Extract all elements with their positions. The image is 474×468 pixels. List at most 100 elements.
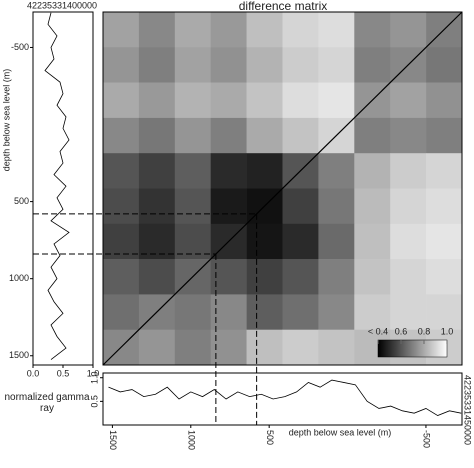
matrix-cell	[103, 47, 140, 83]
matrix-cell	[318, 153, 355, 189]
y-tick-label: 1500	[9, 350, 29, 360]
matrix-cell	[138, 117, 176, 154]
y-tick-label: 0.5	[89, 395, 99, 408]
x-tick-label: 1500	[108, 430, 118, 450]
matrix-cell	[246, 259, 283, 295]
log-curve	[44, 12, 70, 360]
matrix-cell	[390, 82, 427, 119]
matrix-cell	[174, 47, 211, 83]
matrix-cell	[318, 294, 355, 330]
matrix-cell	[354, 153, 391, 189]
x-tick-label: 0.0	[27, 368, 40, 378]
matrix-cell	[390, 294, 427, 330]
matrix-cell	[246, 153, 283, 189]
frame	[32, 11, 94, 366]
matrix-cell	[390, 188, 427, 225]
matrix-cell	[282, 259, 319, 295]
matrix-cell	[282, 12, 319, 48]
matrix-cell	[174, 294, 211, 330]
matrix-cell	[318, 223, 355, 260]
matrix-cell	[210, 153, 247, 189]
matrix-cell	[138, 12, 176, 48]
matrix-cell	[282, 223, 319, 260]
matrix-cell	[318, 47, 355, 83]
x-axis-label: depth below sea level (m)	[289, 427, 392, 437]
matrix-cell	[210, 329, 247, 366]
matrix-cell	[354, 117, 391, 154]
matrix-cell	[354, 188, 391, 225]
matrix-cell	[390, 117, 427, 154]
x-tick-label: 1.0	[87, 368, 100, 378]
matrix-cell	[282, 47, 319, 83]
matrix-cell	[174, 82, 211, 119]
matrix-cell	[390, 153, 427, 189]
matrix-cell	[318, 329, 355, 366]
matrix-cell	[354, 223, 391, 260]
matrix-cell	[174, 188, 211, 225]
matrix-cell	[282, 82, 319, 119]
matrix-cell	[426, 47, 463, 83]
frame	[102, 11, 463, 366]
well-title: 42235331450000	[463, 375, 473, 445]
matrix-cell	[103, 294, 140, 330]
frame	[102, 372, 463, 426]
matrix-cell	[174, 12, 211, 48]
matrix-cell	[210, 188, 247, 225]
matrix-cell	[426, 188, 463, 225]
matrix-cell	[282, 117, 319, 154]
log-curve	[108, 379, 462, 416]
matrix-cell	[318, 259, 355, 295]
colorbar-label: < 0.4	[368, 326, 388, 336]
matrix-cell	[210, 117, 247, 154]
y-tick-label: 500	[14, 196, 29, 206]
colorbar-label: 0.8	[418, 326, 431, 336]
y-tick-label: 1.0	[89, 371, 99, 384]
matrix-cell	[103, 188, 140, 225]
matrix-cell	[246, 12, 283, 48]
colorbar-label: 0.6	[395, 326, 408, 336]
matrix-cell	[103, 82, 140, 119]
chart-title: difference matrix	[239, 0, 327, 13]
matrix-cell	[210, 12, 247, 48]
matrix-cell	[246, 223, 283, 260]
matrix-cell	[426, 117, 463, 154]
matrix-cell	[426, 223, 463, 260]
y-axis-label: depth below sea level (m)	[1, 69, 11, 172]
matrix-cell	[103, 153, 140, 189]
matrix-cell	[390, 259, 427, 295]
y-axis-label: normalized gamma ray	[4, 392, 90, 414]
matrix-cell	[354, 12, 391, 48]
x-tick-label: 1000	[186, 430, 196, 450]
matrix-cell	[354, 259, 391, 295]
matrix-cell	[282, 329, 319, 366]
matrix-cell	[246, 329, 283, 366]
matrix-cell	[138, 259, 176, 295]
matrix-cell	[138, 47, 176, 83]
matrix-cell	[282, 294, 319, 330]
matrix-cell	[174, 329, 211, 366]
x-tick-label: -500	[422, 430, 432, 448]
colorbar-label: 1.0	[441, 326, 454, 336]
x-tick-label: 0.5	[57, 368, 70, 378]
matrix-cell	[174, 223, 211, 260]
matrix-cell	[174, 153, 211, 189]
x-tick-label: 500	[265, 430, 275, 445]
well-title: 42235331400000	[27, 0, 97, 10]
colorbar	[377, 339, 448, 358]
matrix-cell	[318, 82, 355, 119]
matrix-cell	[390, 12, 427, 48]
matrix-cell	[138, 223, 176, 260]
matrix-cell	[426, 294, 463, 330]
matrix-cell	[318, 12, 355, 48]
matrix-cell	[246, 82, 283, 119]
matrix-cell	[103, 12, 140, 48]
matrix-cell	[103, 259, 140, 295]
matrix-cell	[210, 294, 247, 330]
matrix-cell	[318, 188, 355, 225]
matrix-cell	[210, 82, 247, 119]
y-tick-label: -500	[11, 42, 29, 52]
matrix-cell	[246, 47, 283, 83]
matrix-cell	[426, 153, 463, 189]
